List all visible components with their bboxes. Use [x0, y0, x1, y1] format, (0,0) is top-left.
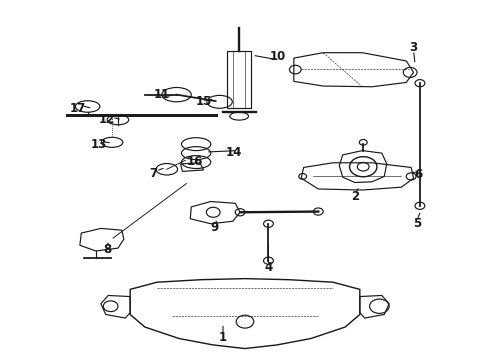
Text: 11: 11 [154, 88, 170, 101]
Text: 3: 3 [410, 41, 417, 54]
Text: 14: 14 [226, 145, 243, 158]
Text: 15: 15 [196, 95, 212, 108]
Text: 1: 1 [219, 331, 227, 344]
Text: 8: 8 [103, 243, 111, 256]
Text: 9: 9 [211, 221, 219, 234]
Text: 5: 5 [413, 216, 421, 230]
Text: 6: 6 [415, 168, 422, 181]
Bar [227, 51, 251, 108]
Text: 13: 13 [90, 138, 106, 150]
Text: 4: 4 [264, 261, 272, 274]
Text: 10: 10 [270, 50, 286, 63]
Text: 7: 7 [149, 167, 157, 180]
Text: 2: 2 [351, 190, 359, 203]
Text: 17: 17 [70, 102, 86, 115]
Text: 12: 12 [99, 113, 115, 126]
Text: 16: 16 [187, 155, 203, 168]
